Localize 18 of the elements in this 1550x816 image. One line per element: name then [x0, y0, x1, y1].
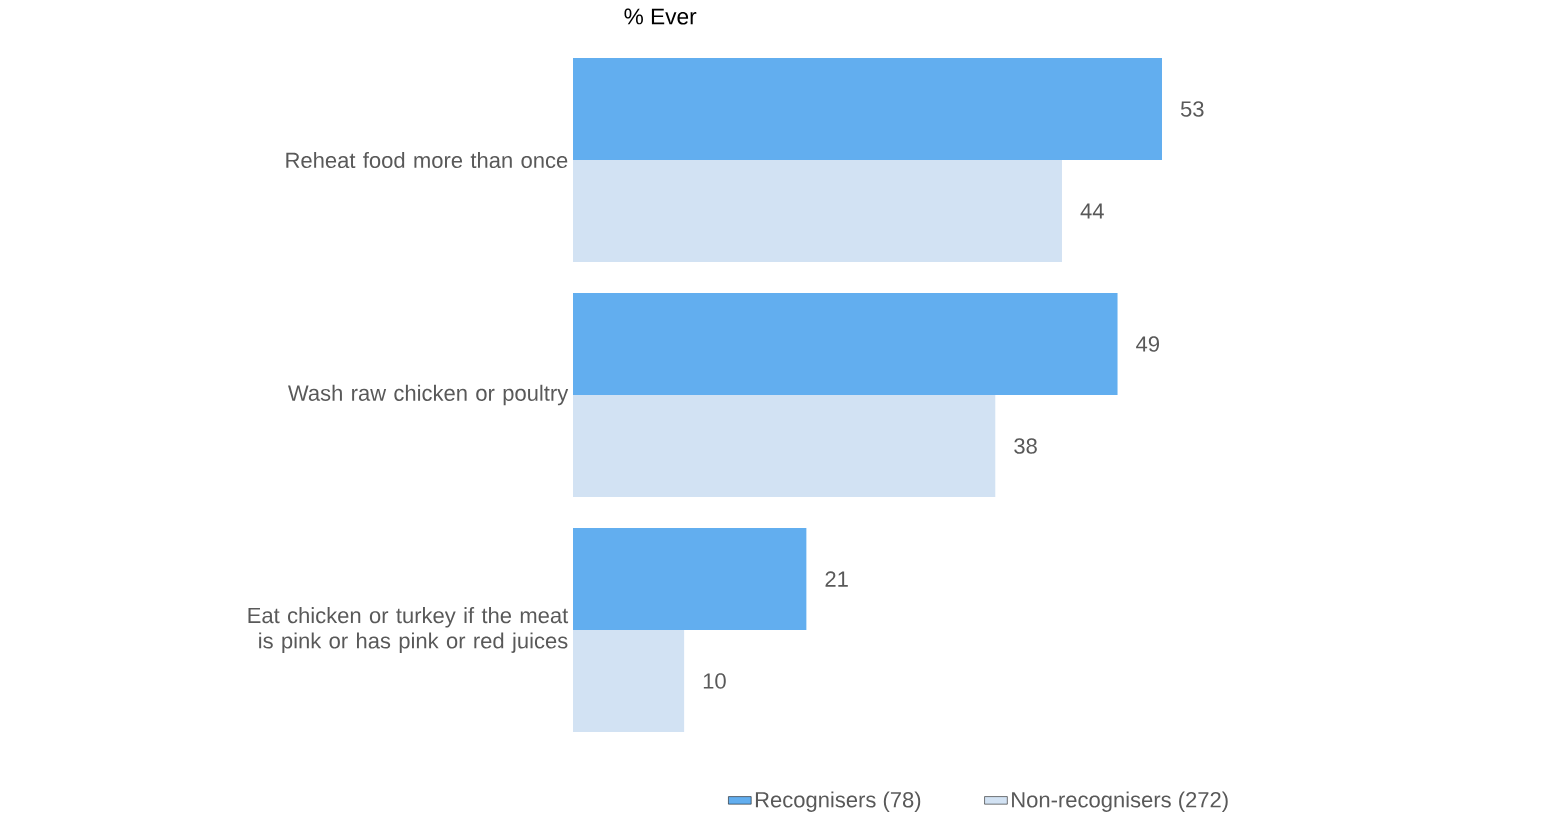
y-tick-label: Reheat food more than once — [286, 151, 568, 169]
bar — [573, 160, 1062, 263]
data-label: 49 — [1136, 336, 1159, 352]
y-tick-label: Eat chicken or turkey if the meat is pink or has pink or red juices — [248, 607, 569, 653]
bar — [573, 293, 1118, 396]
legend-label: Recognisers (78) — [755, 791, 921, 812]
bar — [573, 58, 1162, 161]
bar — [573, 630, 685, 733]
legend-label: Non-recognisers (272) — [1012, 791, 1228, 812]
chart-title: % Ever — [624, 8, 697, 25]
bar — [573, 528, 807, 631]
data-label: 53 — [1180, 101, 1204, 117]
y-tick-label: Wash raw chicken or poultry — [288, 384, 569, 406]
data-label: 38 — [1014, 438, 1037, 454]
data-label: 10 — [703, 673, 726, 689]
data-label: 21 — [825, 571, 848, 587]
bar — [573, 395, 996, 498]
data-label: 44 — [1080, 203, 1104, 219]
